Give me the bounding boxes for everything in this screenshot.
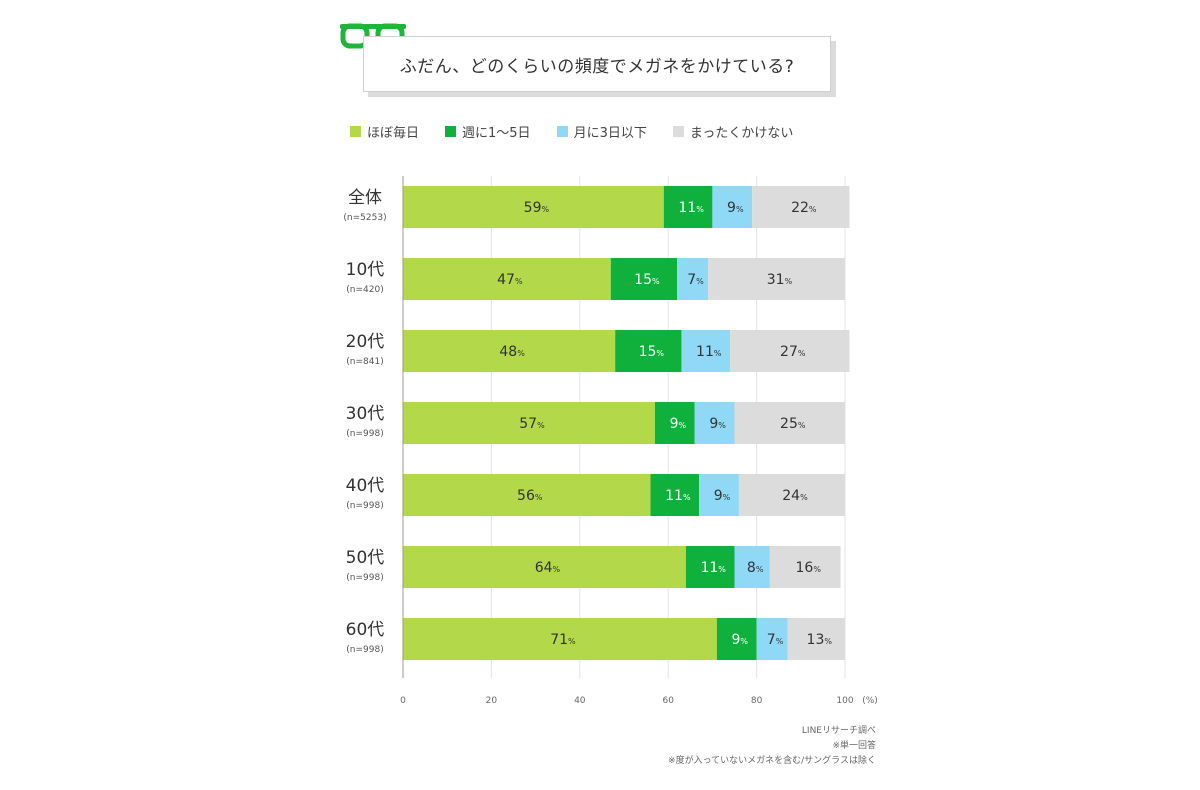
data-label-6-1: 9% (731, 632, 748, 648)
data-label-6-3: 13% (807, 632, 833, 648)
bar-segment-2-1 (615, 330, 682, 372)
data-label-3-0: 57% (519, 416, 545, 432)
category-label-5: 50代 (346, 548, 385, 568)
sample-size-1: (n=420) (346, 285, 383, 295)
data-label-2-1: 15% (639, 344, 665, 360)
bar-segment-5-2 (734, 546, 770, 588)
legend-label-monthly: 月に3日以下 (573, 126, 647, 141)
bar-segment-2-2 (681, 330, 731, 372)
x-tick-label-0: 0 (400, 696, 406, 706)
data-label-0-3: 22% (791, 200, 817, 216)
bar-segment-5-0 (403, 546, 686, 588)
bar-segment-6-1 (716, 618, 757, 660)
bar-segment-0-3 (752, 186, 850, 228)
legend-swatch-almost-daily (350, 126, 361, 137)
data-label-5-3: 16% (796, 560, 822, 576)
bar-segment-3-2 (694, 402, 735, 444)
legend-label-weekly: 週に1〜5日 (462, 126, 531, 141)
x-tick-label-20: 20 (486, 696, 498, 706)
data-label-0-0: 59% (524, 200, 550, 216)
bar-segment-4-2 (699, 474, 739, 516)
data-label-3-3: 25% (780, 416, 806, 432)
x-axis-unit: (%) (862, 696, 878, 706)
bar-segment-1-0 (403, 258, 611, 300)
note-definition: ※度が入っていないメガネを含む/サングラスは除く (668, 756, 876, 766)
legend-label-almost-daily: ほぼ毎日 (367, 126, 420, 141)
legend: ほぼ毎日 週に1〜5日 月に3日以下 まったくかけない (350, 122, 793, 141)
data-label-2-0: 48% (499, 344, 525, 360)
data-label-5-0: 64% (535, 560, 561, 576)
note-single-answer: ※単一回答 (832, 741, 876, 751)
bar-segment-2-3 (730, 330, 850, 372)
bar-segment-3-1 (654, 402, 695, 444)
data-label-3-1: 9% (670, 416, 687, 432)
data-label-0-1: 11% (678, 200, 704, 216)
category-label-6: 60代 (346, 620, 385, 640)
legend-swatch-never (672, 126, 684, 137)
bar-segment-4-3 (738, 474, 845, 516)
bar-segment-6-3 (787, 618, 845, 660)
data-label-6-0: 71% (550, 632, 576, 648)
data-label-1-3: 31% (767, 272, 793, 288)
bar-segment-5-1 (685, 546, 735, 588)
bar-segment-2-0 (403, 330, 616, 372)
data-label-5-1: 11% (700, 560, 726, 576)
data-label-1-1: 15% (634, 272, 660, 288)
sample-size-4: (n=998) (346, 501, 383, 511)
category-label-0: 全体 (348, 188, 382, 208)
bar-segment-5-3 (769, 546, 841, 588)
x-tick-label-100: 100 (836, 696, 853, 706)
sample-size-3: (n=998) (346, 429, 383, 439)
bar-segment-0-0 (403, 186, 664, 228)
bar-segment-6-2 (756, 618, 788, 660)
data-label-4-2: 9% (714, 488, 731, 504)
x-tick-label-80: 80 (751, 696, 763, 706)
data-label-5-2: 8% (747, 560, 764, 576)
x-tick-label-60: 60 (662, 696, 674, 706)
category-label-1: 10代 (346, 260, 385, 280)
x-tick-label-40: 40 (574, 696, 586, 706)
category-label-4: 40代 (346, 476, 385, 496)
bar-segment-6-0 (403, 618, 717, 660)
bar-segment-3-3 (734, 402, 845, 444)
legend-item-weekly: 週に1〜5日 (445, 122, 531, 141)
category-label-3: 30代 (346, 404, 385, 424)
bar-segment-1-2 (677, 258, 708, 300)
bar-segment-1-1 (610, 258, 678, 300)
data-label-0-2: 9% (727, 200, 744, 216)
data-label-4-1: 11% (665, 488, 691, 504)
legend-swatch-weekly (445, 126, 457, 137)
note-source: LINEリサーチ調べ (801, 726, 876, 736)
chart-title: ふだん、どのくらいの頻度でメガネをかけている? (399, 56, 795, 77)
category-label-2: 20代 (346, 332, 385, 352)
chart-title-box: ふだん、どのくらいの頻度でメガネをかけている? (338, 20, 838, 100)
data-label-4-3: 24% (782, 488, 808, 504)
sample-size-5: (n=998) (346, 573, 383, 583)
chart-notes: LINEリサーチ調べ ※単一回答 ※度が入っていないメガネを含む/サングラスは除… (668, 724, 876, 769)
data-label-6-2: 7% (767, 632, 784, 648)
bar-segment-0-1 (663, 186, 713, 228)
data-label-4-0: 56% (517, 488, 543, 504)
bar-segment-4-0 (403, 474, 651, 516)
data-label-2-2: 11% (696, 344, 722, 360)
data-label-3-2: 9% (709, 416, 726, 432)
data-label-1-2: 7% (687, 272, 704, 288)
sample-size-6: (n=998) (346, 645, 383, 655)
legend-item-monthly: 月に3日以下 (556, 122, 647, 141)
bar-segment-1-3 (707, 258, 845, 300)
sample-size-0: (n=5253) (343, 213, 386, 223)
bar-segment-0-2 (712, 186, 753, 228)
data-label-2-3: 27% (780, 344, 806, 360)
legend-swatch-monthly (556, 126, 568, 137)
bar-segment-3-0 (403, 402, 655, 444)
bar-segment-4-1 (650, 474, 700, 516)
sample-size-2: (n=841) (346, 357, 383, 367)
legend-item-almost-daily: ほぼ毎日 (350, 122, 419, 141)
legend-label-never: まったくかけない (689, 126, 794, 141)
legend-item-never: まったくかけない (672, 122, 794, 141)
data-label-1-0: 47% (497, 272, 523, 288)
